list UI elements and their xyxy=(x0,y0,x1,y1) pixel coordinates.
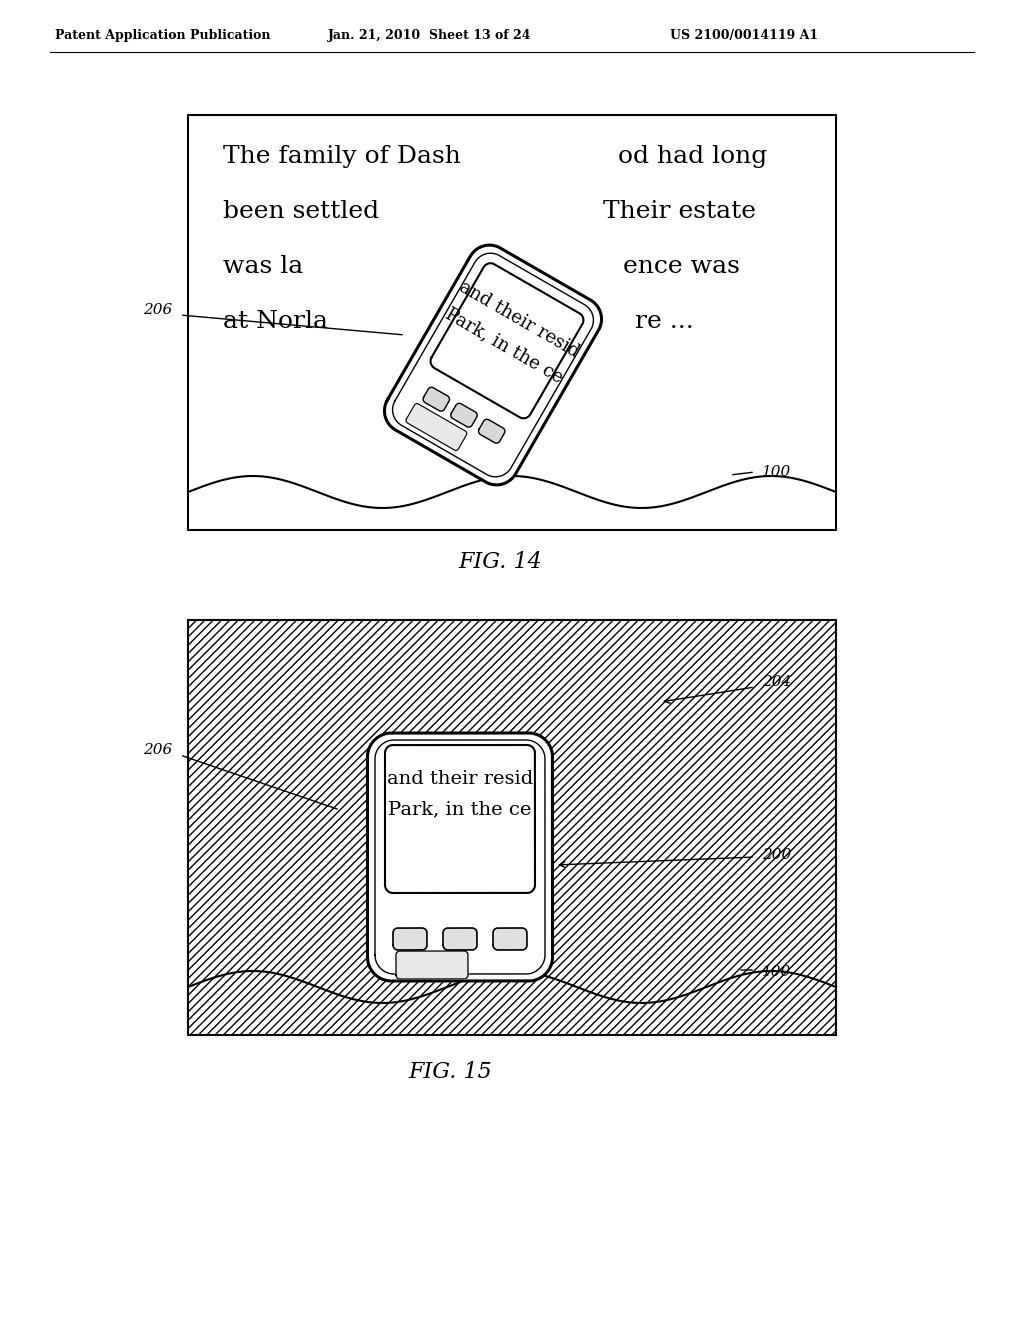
Text: was la: was la xyxy=(223,255,303,279)
Text: od had long: od had long xyxy=(618,145,767,168)
Bar xyxy=(188,620,836,1035)
Polygon shape xyxy=(451,404,477,428)
Text: Their estate: Their estate xyxy=(603,201,756,223)
Polygon shape xyxy=(430,263,584,418)
Text: at Norla: at Norla xyxy=(223,310,328,333)
Text: 100: 100 xyxy=(762,465,792,479)
Text: and their resid: and their resid xyxy=(456,279,582,362)
Polygon shape xyxy=(423,387,450,411)
Text: been settled: been settled xyxy=(223,201,379,223)
Text: Park, in the ce: Park, in the ce xyxy=(388,800,531,818)
Text: Patent Application Publication: Patent Application Publication xyxy=(55,29,270,41)
Polygon shape xyxy=(478,420,505,444)
Text: Jan. 21, 2010  Sheet 13 of 24: Jan. 21, 2010 Sheet 13 of 24 xyxy=(329,29,531,41)
Text: 206: 206 xyxy=(142,304,172,317)
Polygon shape xyxy=(385,744,535,894)
Bar xyxy=(188,620,836,1035)
Text: FIG. 15: FIG. 15 xyxy=(409,1061,492,1082)
Polygon shape xyxy=(407,404,467,450)
Text: FIG. 14: FIG. 14 xyxy=(458,550,542,573)
Text: 204: 204 xyxy=(762,675,792,689)
Polygon shape xyxy=(375,741,545,974)
Polygon shape xyxy=(368,733,553,981)
Text: US 2100/0014119 A1: US 2100/0014119 A1 xyxy=(670,29,818,41)
Text: ence was: ence was xyxy=(623,255,740,279)
Polygon shape xyxy=(393,928,427,950)
Text: and their resid: and their resid xyxy=(387,770,534,788)
Text: 206: 206 xyxy=(142,743,172,756)
Text: 200: 200 xyxy=(762,847,792,862)
Bar xyxy=(188,115,836,531)
Polygon shape xyxy=(384,246,601,484)
Polygon shape xyxy=(392,253,594,477)
Text: The family of Dash: The family of Dash xyxy=(223,145,461,168)
Text: re ...: re ... xyxy=(635,310,693,333)
Polygon shape xyxy=(443,928,477,950)
Polygon shape xyxy=(396,950,468,979)
Text: 100: 100 xyxy=(762,965,792,979)
Text: Park, in the ce: Park, in the ce xyxy=(442,305,566,387)
Polygon shape xyxy=(493,928,527,950)
